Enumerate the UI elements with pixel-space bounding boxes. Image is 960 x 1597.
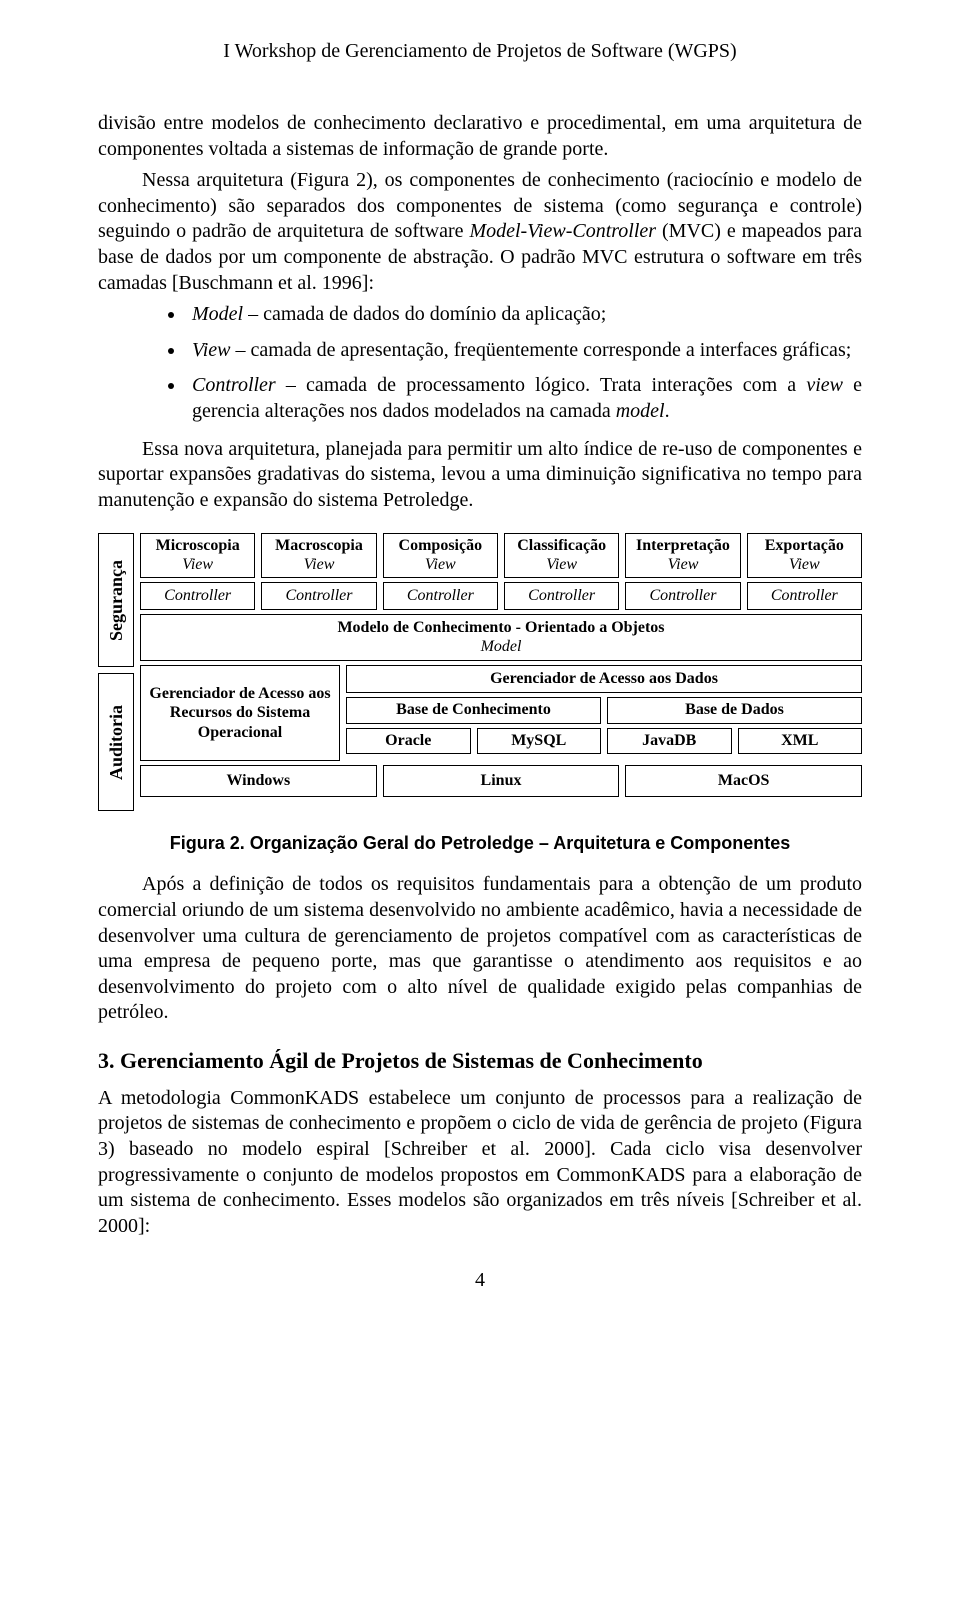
view-sub-1: View xyxy=(264,556,373,574)
view-cell-4: InterpretaçãoView xyxy=(625,533,740,578)
row-kb: Base de Conhecimento Base de Dados xyxy=(346,697,862,723)
db-0: Oracle xyxy=(346,728,471,754)
bullet-controller: Controller – camada de processamento lóg… xyxy=(186,373,862,424)
ctrl-cell-4: Controller xyxy=(625,582,740,610)
os-0: Windows xyxy=(140,765,377,797)
view-title-3: Classificação xyxy=(507,537,616,555)
access-top: Gerenciador de Acesso aos Dados xyxy=(346,665,862,693)
row-access: Gerenciador de Acesso aos Recursos do Si… xyxy=(140,665,862,761)
view-cell-1: MacroscopiaView xyxy=(261,533,376,578)
vc-col-1: MacroscopiaView Controller xyxy=(261,533,376,610)
paragraph-4: Após a definição de todos os requisitos … xyxy=(98,872,862,1026)
vc-col-4: InterpretaçãoView Controller xyxy=(625,533,740,610)
db-3: XML xyxy=(738,728,863,754)
view-title-2: Composição xyxy=(386,537,495,555)
view-sub-3: View xyxy=(507,556,616,574)
ctrl-cell-0: Controller xyxy=(140,582,255,610)
side-seguranca-label: Segurança xyxy=(106,560,127,641)
access-right: Gerenciador de Acesso aos Dados Base de … xyxy=(346,665,862,761)
kb-1: Base de Dados xyxy=(607,697,862,723)
ctrl-cell-3: Controller xyxy=(504,582,619,610)
vc-col-5: ExportaçãoView Controller xyxy=(747,533,862,610)
bullet-model-term: Model xyxy=(192,303,243,325)
ctrl-cell-5: Controller xyxy=(747,582,862,610)
row-db: Oracle MySQL JavaDB XML xyxy=(346,728,862,754)
section-3-heading: 3. Gerenciamento Ágil de Projetos de Sis… xyxy=(98,1048,862,1074)
view-title-1: Macroscopia xyxy=(264,537,373,555)
bullet-model: Model – camada de dados do domínio da ap… xyxy=(186,302,862,328)
bullet-model-desc: – camada de dados do domínio da aplicaçã… xyxy=(243,303,606,325)
view-cell-5: ExportaçãoView xyxy=(747,533,862,578)
side-seguranca: Segurança xyxy=(98,533,134,667)
view-title-5: Exportação xyxy=(750,537,859,555)
bullet-ctrl-model: model xyxy=(616,400,665,422)
row-views: MicroscopiaView Controller MacroscopiaVi… xyxy=(140,533,862,610)
bullet-view: View – camada de apresentação, freqüente… xyxy=(186,338,862,364)
view-cell-0: MicroscopiaView xyxy=(140,533,255,578)
view-sub-2: View xyxy=(386,556,495,574)
model-title: Modelo de Conhecimento - Orientado a Obj… xyxy=(143,619,859,637)
view-sub-0: View xyxy=(143,556,252,574)
p2-b: Model-View-Controller xyxy=(469,220,656,242)
view-title-0: Microscopia xyxy=(143,537,252,555)
bullet-ctrl-term: Controller xyxy=(192,374,276,396)
figure-2-caption: Figura 2. Organização Geral do Petroledg… xyxy=(98,833,862,854)
db-2: JavaDB xyxy=(607,728,732,754)
bullet-ctrl-view: view xyxy=(806,374,843,396)
model-sub: Model xyxy=(143,638,859,656)
paragraph-5: A metodologia CommonKADS estabelece um c… xyxy=(98,1086,862,1240)
paragraph-1: divisão entre modelos de conhecimento de… xyxy=(98,111,862,162)
db-1: MySQL xyxy=(477,728,602,754)
ctrl-cell-1: Controller xyxy=(261,582,376,610)
model-row: Modelo de Conhecimento - Orientado a Obj… xyxy=(140,614,862,661)
bullet-view-desc: – camada de apresentação, freqüentemente… xyxy=(231,339,852,361)
view-sub-4: View xyxy=(628,556,737,574)
vc-col-2: ComposiçãoView Controller xyxy=(383,533,498,610)
bullet-ctrl-desc1: – camada de processamento lógico. Trata … xyxy=(276,374,807,396)
view-cell-3: ClassificaçãoView xyxy=(504,533,619,578)
side-auditoria-label: Auditoria xyxy=(106,705,127,780)
vc-col-0: MicroscopiaView Controller xyxy=(140,533,255,610)
diagram-main: MicroscopiaView Controller MacroscopiaVi… xyxy=(140,533,862,811)
view-sub-5: View xyxy=(750,556,859,574)
figure-2: Segurança Auditoria MicroscopiaView Cont… xyxy=(98,533,862,811)
view-cell-2: ComposiçãoView xyxy=(383,533,498,578)
bullet-list: Model – camada de dados do domínio da ap… xyxy=(98,302,862,424)
view-title-4: Interpretação xyxy=(628,537,737,555)
ctrl-cell-2: Controller xyxy=(383,582,498,610)
vc-col-3: ClassificaçãoView Controller xyxy=(504,533,619,610)
page-header: I Workshop de Gerenciamento de Projetos … xyxy=(98,40,862,63)
kb-0: Base de Conhecimento xyxy=(346,697,601,723)
os-1: Linux xyxy=(383,765,620,797)
bullet-view-term: View xyxy=(192,339,231,361)
paragraph-2: Nessa arquitetura (Figura 2), os compone… xyxy=(98,168,862,296)
row-os: Windows Linux MacOS xyxy=(140,765,862,797)
paragraph-3: Essa nova arquitetura, planejada para pe… xyxy=(98,437,862,514)
side-auditoria: Auditoria xyxy=(98,673,134,811)
side-labels: Segurança Auditoria xyxy=(98,533,134,811)
access-left: Gerenciador de Acesso aos Recursos do Si… xyxy=(140,665,340,761)
page-number: 4 xyxy=(98,1269,862,1292)
bullet-ctrl-desc3: . xyxy=(665,400,670,422)
os-2: MacOS xyxy=(625,765,862,797)
